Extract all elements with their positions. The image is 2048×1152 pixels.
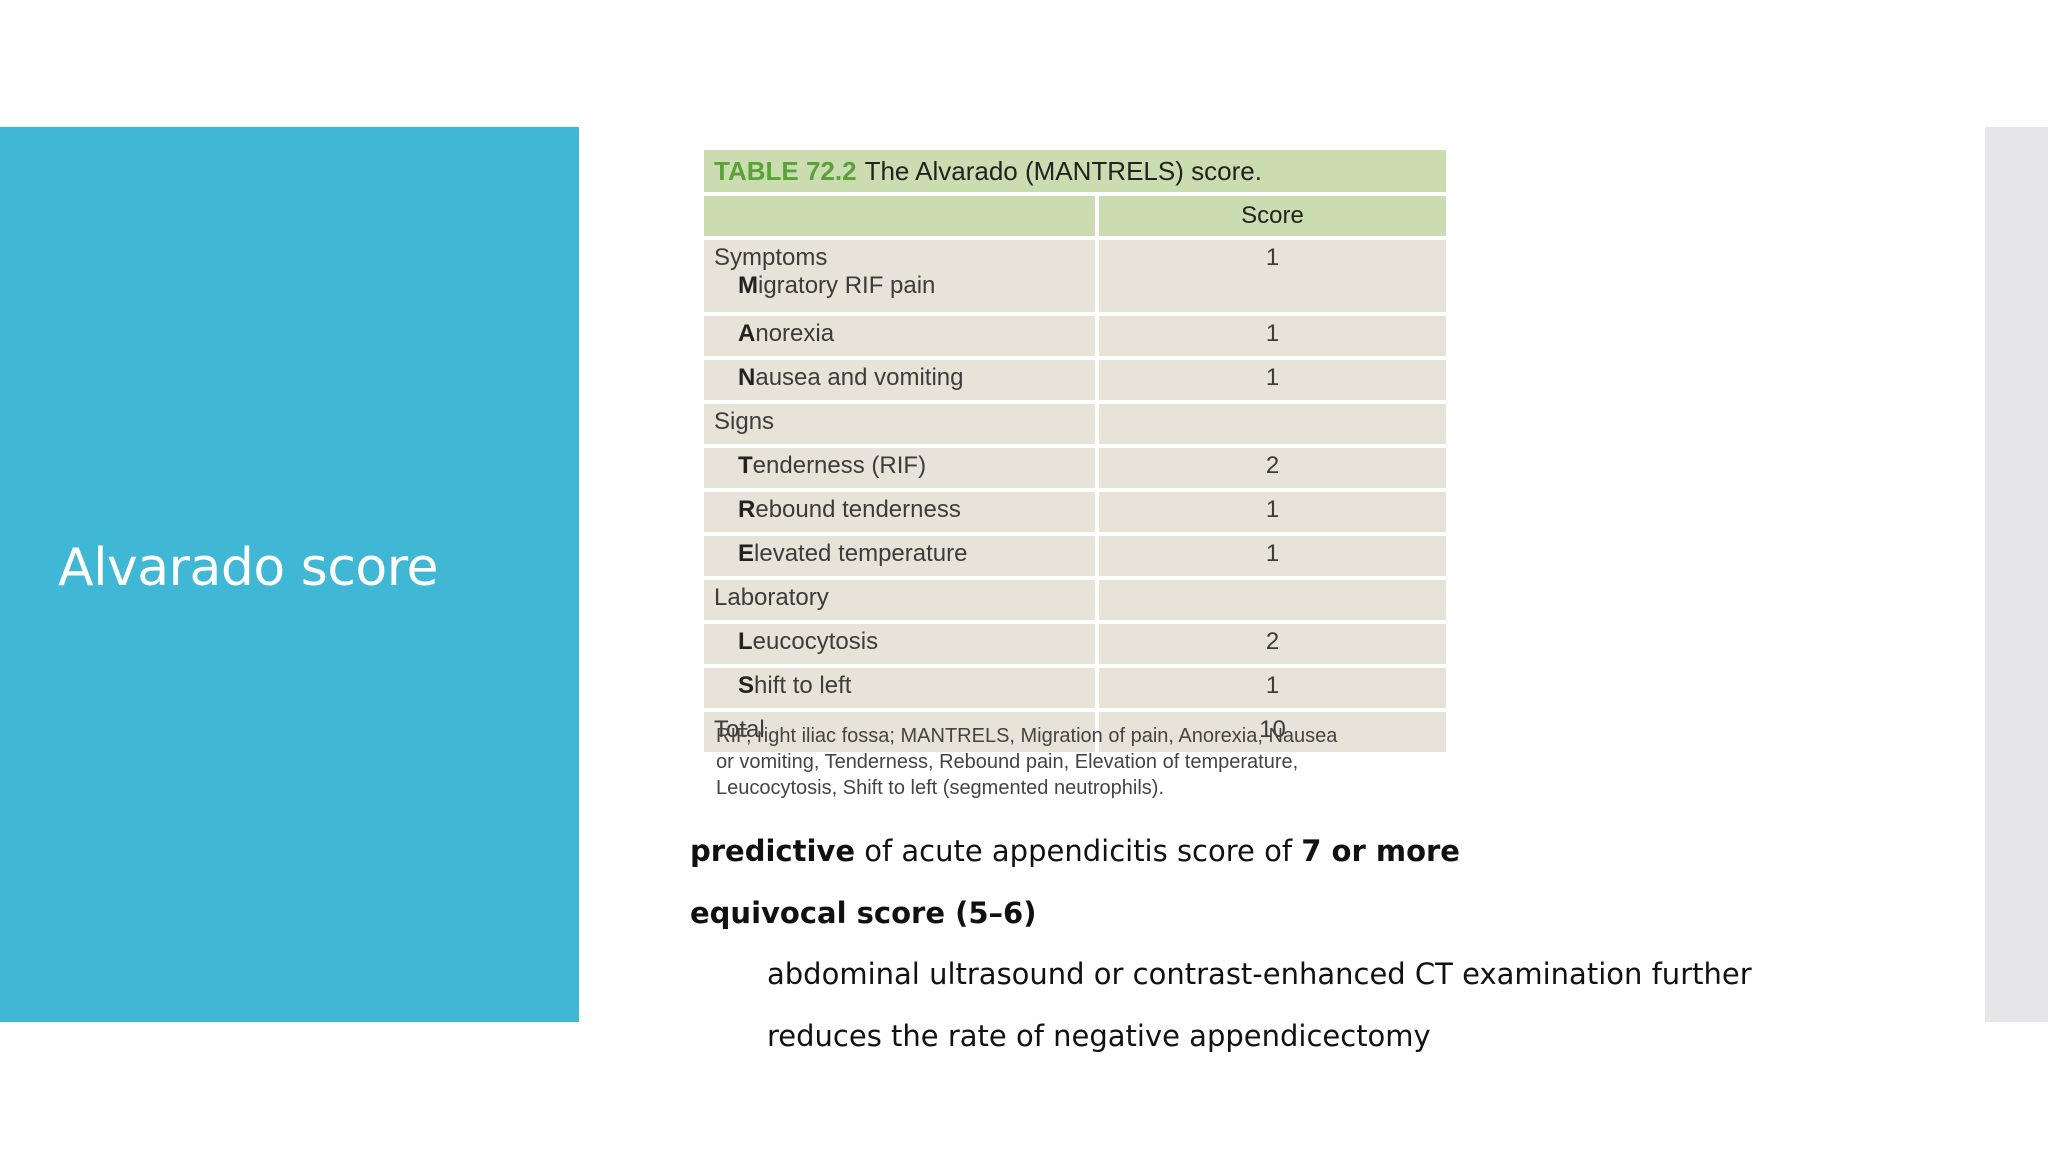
mnemonic-letter: N	[738, 364, 756, 391]
table-row: Leucocytosis 2	[704, 624, 1446, 664]
footnote-line: or vomiting, Tenderness, Rebound pain, E…	[716, 751, 1299, 773]
row-label-text: Symptoms	[714, 244, 828, 271]
slide-title: Alvarado score	[58, 538, 438, 598]
row-label: Signs	[704, 404, 1099, 444]
row-score: 1	[1099, 492, 1446, 532]
alvarado-table-figure: TABLE 72.2 The Alvarado (MANTRELS) score.…	[692, 138, 1512, 814]
row-label-text: Total	[714, 716, 765, 743]
score-column-header: Score	[1099, 196, 1446, 236]
row-label-text: levated temperature	[754, 540, 968, 567]
table-row: Shift to left 1	[704, 668, 1446, 708]
row-score: 2	[1099, 624, 1446, 664]
predictive-term: predictive	[690, 834, 855, 868]
table-row: Total 10	[704, 712, 1446, 752]
row-label-text: eucocytosis	[752, 628, 879, 655]
table-row: Nausea and vomiting 1	[704, 360, 1446, 400]
table-header-row: Score	[704, 196, 1446, 236]
table-row: Rebound tenderness 1	[704, 492, 1446, 532]
row-label: Anorexia	[704, 316, 1099, 356]
right-accent-strip	[1985, 127, 2048, 1022]
negative-appendicectomy-line: reduces the rate of negative appendicect…	[767, 1019, 1431, 1053]
row-score: 1	[1099, 536, 1446, 576]
table-footnote: RIF, right iliac fossa; MANTRELS, Migrat…	[716, 723, 1416, 801]
table-row: Laboratory	[704, 580, 1446, 620]
row-label: Total	[704, 712, 1099, 752]
row-label-text: hift to left	[754, 672, 852, 699]
row-label: Nausea and vomiting	[704, 360, 1099, 400]
mnemonic-letter: S	[738, 672, 755, 699]
table-row: Symptoms Migratory RIF pain 1	[704, 240, 1446, 312]
row-label-text: Signs	[714, 408, 775, 435]
mnemonic-letter: E	[738, 540, 755, 567]
row-score: 2	[1099, 448, 1446, 488]
table-body: Symptoms Migratory RIF pain 1 Anorexia 1 Naus…	[704, 240, 1446, 752]
ultrasound-line: abdominal ultrasound or contrast-enhance…	[767, 957, 1752, 991]
row-label-text: igratory RIF pain	[758, 272, 936, 299]
row-label-text: norexia	[755, 320, 835, 347]
row-label: Elevated temperature	[704, 536, 1099, 576]
row-score: 10	[1099, 712, 1446, 752]
row-score	[1099, 404, 1446, 444]
row-score: 1	[1099, 668, 1446, 708]
table-caption: TABLE 72.2 The Alvarado (MANTRELS) score.	[704, 150, 1446, 192]
row-label: Symptoms Migratory RIF pain	[704, 240, 1099, 312]
equivocal-line: equivocal score (5–6)	[690, 896, 1036, 930]
footnote-line: Leucocytosis, Shift to left (segmented n…	[716, 777, 1165, 799]
row-label-text: ebound tenderness	[755, 496, 961, 523]
row-score: 1	[1099, 316, 1446, 356]
predictive-line: predictive of acute appendicitis score o…	[690, 834, 1460, 868]
table-row: Tenderness (RIF) 2	[704, 448, 1446, 488]
alvarado-table: TABLE 72.2 The Alvarado (MANTRELS) score.…	[704, 146, 1446, 756]
predictive-threshold: 7 or more	[1301, 834, 1460, 868]
table-number: TABLE 72.2	[714, 156, 857, 186]
mnemonic-letter: L	[738, 628, 753, 655]
table-row: Elevated temperature 1	[704, 536, 1446, 576]
row-label: Laboratory	[704, 580, 1099, 620]
mnemonic-letter: A	[738, 320, 756, 347]
mnemonic-letter: M	[738, 272, 758, 299]
row-label-text: Laboratory	[714, 584, 829, 611]
row-label-text: ausea and vomiting	[755, 364, 964, 391]
mnemonic-letter: R	[738, 496, 756, 523]
row-label: Rebound tenderness	[704, 492, 1099, 532]
row-label: Leucocytosis	[704, 624, 1099, 664]
row-score: 1	[1099, 360, 1446, 400]
table-row: Signs	[704, 404, 1446, 444]
table-row: Anorexia 1	[704, 316, 1446, 356]
row-label: Tenderness (RIF)	[704, 448, 1099, 488]
table-caption-text: The Alvarado (MANTRELS) score.	[864, 156, 1262, 186]
mnemonic-letter: T	[738, 452, 753, 479]
row-score	[1099, 580, 1446, 620]
footnote-line: RIF, right iliac fossa; MANTRELS, Migrat…	[716, 725, 1338, 747]
predictive-text: of acute appendicitis score of	[855, 834, 1302, 868]
title-panel	[0, 127, 579, 1022]
row-score: 1	[1099, 240, 1446, 312]
row-label-text: enderness (RIF)	[752, 452, 927, 479]
equivocal-term: equivocal score (5–6)	[690, 896, 1037, 930]
row-label: Shift to left	[704, 668, 1099, 708]
